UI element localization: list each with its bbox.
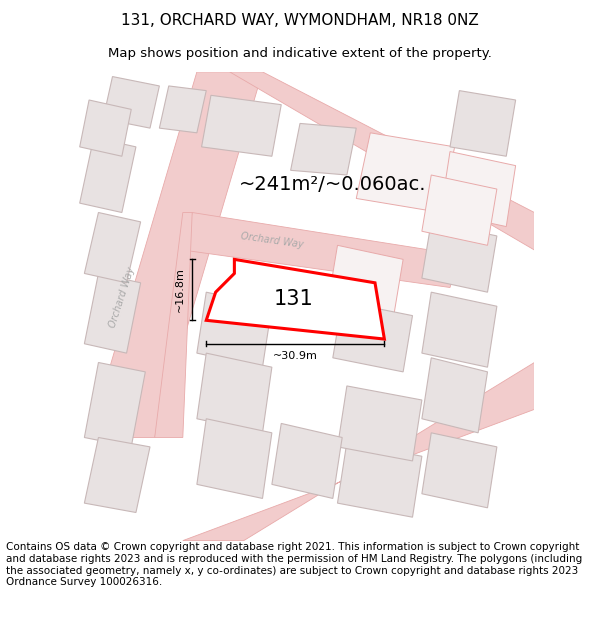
Text: Orchard Way: Orchard Way <box>107 265 136 329</box>
Polygon shape <box>337 442 422 518</box>
Polygon shape <box>89 72 263 438</box>
Polygon shape <box>197 353 272 432</box>
Polygon shape <box>183 362 535 541</box>
Polygon shape <box>85 274 140 353</box>
Polygon shape <box>272 424 342 499</box>
Polygon shape <box>230 72 535 250</box>
Text: ~30.9m: ~30.9m <box>273 351 318 361</box>
Polygon shape <box>328 245 403 316</box>
Polygon shape <box>85 213 140 282</box>
Text: Contains OS data © Crown copyright and database right 2021. This information is : Contains OS data © Crown copyright and d… <box>6 542 582 587</box>
Polygon shape <box>85 362 145 447</box>
Text: Orchard Way: Orchard Way <box>240 231 304 250</box>
Polygon shape <box>202 95 281 156</box>
Polygon shape <box>155 213 192 438</box>
Polygon shape <box>85 438 150 512</box>
Polygon shape <box>80 138 136 212</box>
Polygon shape <box>197 292 272 367</box>
Polygon shape <box>422 292 497 367</box>
Polygon shape <box>356 132 455 212</box>
Polygon shape <box>103 76 160 128</box>
Text: 131: 131 <box>274 289 314 309</box>
Polygon shape <box>422 357 487 432</box>
Polygon shape <box>450 91 515 156</box>
Text: ~16.8m: ~16.8m <box>175 268 185 312</box>
Polygon shape <box>422 222 497 292</box>
Polygon shape <box>290 124 356 175</box>
Polygon shape <box>333 301 413 372</box>
Polygon shape <box>422 432 497 508</box>
Text: 131, ORCHARD WAY, WYMONDHAM, NR18 0NZ: 131, ORCHARD WAY, WYMONDHAM, NR18 0NZ <box>121 12 479 28</box>
Polygon shape <box>337 386 422 461</box>
Polygon shape <box>206 259 385 339</box>
Polygon shape <box>160 86 206 132</box>
Text: ~241m²/~0.060ac.: ~241m²/~0.060ac. <box>239 175 427 194</box>
Polygon shape <box>197 419 272 499</box>
Polygon shape <box>80 100 131 156</box>
Polygon shape <box>440 151 515 226</box>
Text: Map shows position and indicative extent of the property.: Map shows position and indicative extent… <box>108 48 492 61</box>
Polygon shape <box>183 213 460 288</box>
Polygon shape <box>422 175 497 245</box>
